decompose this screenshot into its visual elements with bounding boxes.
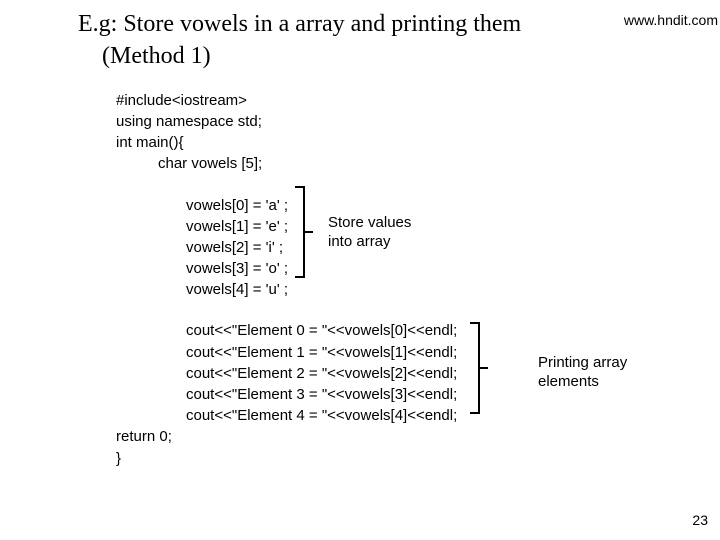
title-line-1: E.g: Store vowels in a array and printin… xyxy=(78,11,521,37)
code-line: vowels[2] = 'i' ; xyxy=(116,238,720,257)
code-line: using namespace std; xyxy=(116,112,720,131)
code-line: vowels[3] = 'o' ; xyxy=(116,259,720,278)
code-line: vowels[4] = 'u' ; xyxy=(116,280,720,299)
annotation-line: into array xyxy=(328,233,391,250)
annotation-line: Store values xyxy=(328,214,411,231)
code-line: char vowels [5]; xyxy=(116,154,720,173)
code-line: return 0; xyxy=(116,427,720,446)
code-line: cout<<"Element 4 = "<<vowels[4]<<endl; xyxy=(116,406,720,425)
annotation-line: Printing array xyxy=(538,354,627,371)
code-line: cout<<"Element 0 = "<<vowels[0]<<endl; xyxy=(116,321,720,340)
annotation-print: Printing array elements xyxy=(538,354,627,392)
code-line: vowels[0] = 'a' ; xyxy=(116,196,720,215)
watermark-text: www.hndit.com xyxy=(624,12,718,28)
title-line-2: (Method 1) xyxy=(78,43,211,69)
annotation-line: elements xyxy=(538,373,599,390)
code-line: } xyxy=(116,449,720,468)
code-line: int main(){ xyxy=(116,133,720,152)
code-line: cout<<"Element 1 = "<<vowels[1]<<endl; xyxy=(116,343,720,362)
annotation-store: Store values into array xyxy=(328,214,411,252)
code-line: #include<iostream> xyxy=(116,91,720,110)
code-block: #include<iostream> using namespace std; … xyxy=(116,91,720,468)
bracket-print xyxy=(470,322,480,414)
code-line: cout<<"Element 3 = "<<vowels[3]<<endl; xyxy=(116,385,720,404)
bracket-store xyxy=(295,186,305,278)
code-line: vowels[1] = 'e' ; xyxy=(116,217,720,236)
page-number: 23 xyxy=(692,512,708,528)
code-line: cout<<"Element 2 = "<<vowels[2]<<endl; xyxy=(116,364,720,383)
